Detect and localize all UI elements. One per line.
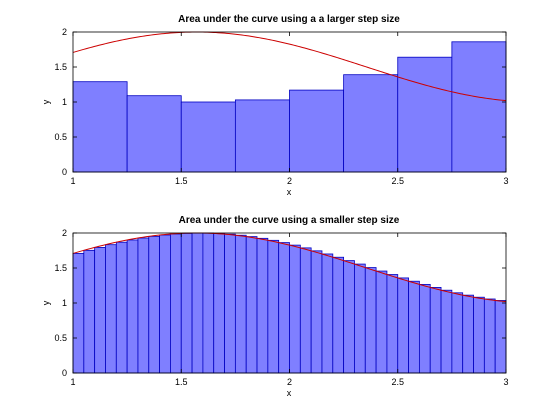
bar xyxy=(149,236,160,373)
x-tick-label: 3 xyxy=(503,377,508,387)
bar xyxy=(474,297,485,373)
x-tick-label: 1 xyxy=(70,176,75,186)
subplot-larger-step: Area under the curve using a a larger st… xyxy=(41,14,509,197)
bar xyxy=(398,57,452,172)
bar xyxy=(430,287,441,373)
bar xyxy=(344,75,398,172)
bar xyxy=(376,271,387,373)
y-axis-label: y xyxy=(41,99,51,104)
bar xyxy=(246,237,257,373)
bar xyxy=(170,234,181,373)
x-tick-label: 1.5 xyxy=(175,176,188,186)
x-tick-label: 2.5 xyxy=(391,176,404,186)
bar xyxy=(333,257,344,373)
chart-title: Area under the curve using a a larger st… xyxy=(178,14,400,25)
bar xyxy=(116,242,127,373)
bar xyxy=(214,233,225,373)
bar xyxy=(419,284,430,373)
bar xyxy=(84,250,95,373)
bar xyxy=(452,293,463,373)
y-tick-label: 2 xyxy=(62,27,67,37)
y-tick-label: 1 xyxy=(62,97,67,107)
x-axis-label: x xyxy=(287,187,292,197)
bar xyxy=(257,238,268,373)
bar xyxy=(300,248,311,373)
x-tick-label: 2 xyxy=(287,176,292,186)
bar xyxy=(344,261,355,373)
bar xyxy=(160,235,171,373)
x-tick-label: 3 xyxy=(503,176,508,186)
x-tick-label: 2.5 xyxy=(391,377,404,387)
x-tick-label: 1.5 xyxy=(175,377,188,387)
y-tick-label: 1 xyxy=(62,298,67,308)
bar xyxy=(225,234,236,373)
bar xyxy=(452,42,506,172)
bar xyxy=(268,240,279,373)
bar xyxy=(192,233,203,373)
y-tick-label: 0 xyxy=(62,368,67,378)
bar xyxy=(463,295,474,373)
y-tick-label: 0.5 xyxy=(54,132,67,142)
bar xyxy=(203,233,214,373)
bar xyxy=(484,299,495,373)
bar xyxy=(495,300,506,373)
y-tick-label: 1.5 xyxy=(54,263,67,273)
bar xyxy=(95,247,106,373)
bar xyxy=(279,243,290,373)
bar xyxy=(322,254,333,373)
y-tick-label: 0 xyxy=(62,167,67,177)
y-tick-label: 1.5 xyxy=(54,62,67,72)
y-axis-label: y xyxy=(41,300,51,305)
bar xyxy=(181,233,192,373)
bar xyxy=(105,245,116,373)
bar xyxy=(290,90,344,172)
bar xyxy=(235,100,289,172)
x-tick-label: 1 xyxy=(70,377,75,387)
bar xyxy=(290,245,301,373)
y-tick-label: 0.5 xyxy=(54,333,67,343)
bar xyxy=(127,96,181,172)
bar xyxy=(354,264,365,373)
chart-title: Area under the curve using a smaller ste… xyxy=(179,215,400,226)
bar xyxy=(441,290,452,373)
bar xyxy=(387,275,398,373)
y-tick-label: 2 xyxy=(62,228,67,238)
subplot-smaller-step: Area under the curve using a smaller ste… xyxy=(41,215,509,398)
bar xyxy=(73,253,84,373)
x-tick-label: 2 xyxy=(287,377,292,387)
bar xyxy=(73,82,127,172)
bar xyxy=(138,238,149,373)
bar-group xyxy=(73,233,506,373)
bar xyxy=(398,278,409,373)
bar xyxy=(235,235,246,373)
bar xyxy=(365,268,376,373)
bar xyxy=(181,102,235,172)
bar-group xyxy=(73,42,506,172)
bar xyxy=(409,281,420,373)
bar xyxy=(127,240,138,373)
bar xyxy=(311,251,322,373)
x-axis-label: x xyxy=(287,388,292,398)
